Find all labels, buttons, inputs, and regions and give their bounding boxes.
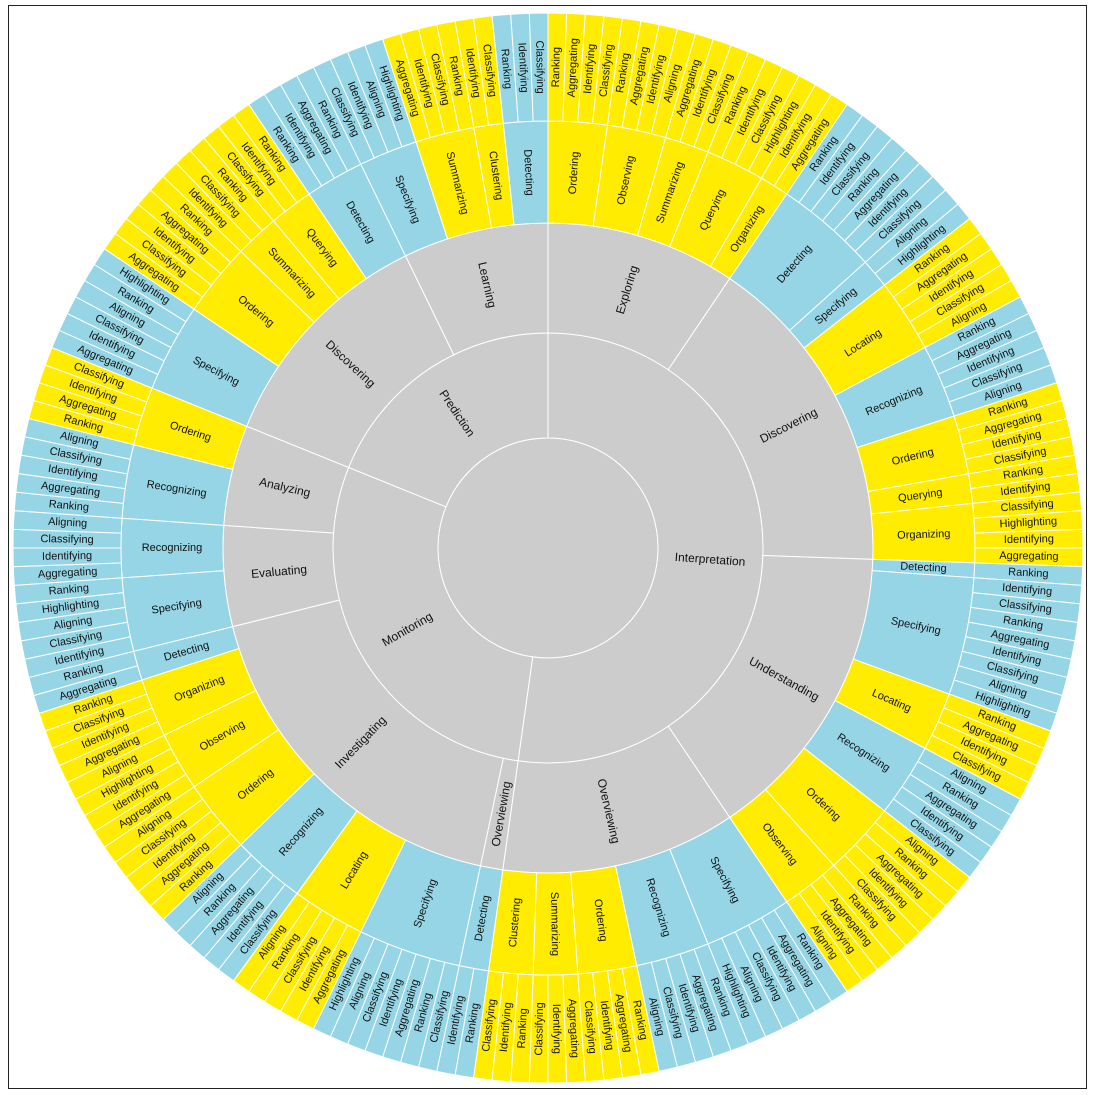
segment-label-identifying: Identifying: [516, 42, 531, 93]
segment-label-classifying: Classifying: [582, 1000, 599, 1054]
segment-label-classifying: Classifying: [533, 40, 546, 93]
segment-label-ranking: Ranking: [48, 498, 89, 513]
sunburst-root: [437, 437, 659, 659]
segment-label-ranking: Ranking: [550, 47, 563, 88]
segment-label-detecting: Detecting: [521, 149, 535, 196]
segment-label-identifying: Identifying: [1002, 582, 1053, 598]
segment-label-identifying: Identifying: [550, 1004, 563, 1054]
segment-label-aggregating: Aggregating: [38, 566, 98, 581]
segment-label-highlighting: Highlighting: [999, 515, 1057, 530]
segment-label-classifying: Classifying: [1000, 498, 1054, 515]
segment-label-organizing: Organizing: [897, 528, 951, 542]
segment-label-identifying: Identifying: [42, 550, 92, 563]
segment-label-ranking: Ranking: [1008, 566, 1049, 580]
segment-label-clustering: Clustering: [507, 897, 523, 947]
segment-label-aggregating: Aggregating: [566, 38, 581, 98]
segment-label-classifying: Classifying: [40, 533, 93, 546]
segment-label-aggregating: Aggregating: [566, 998, 581, 1058]
segment-label-aggregating: Aggregating: [999, 550, 1059, 563]
segment-label-ordering: Ordering: [591, 898, 609, 942]
segment-label-classifying: Classifying: [533, 1002, 546, 1055]
segment-label-ranking: Ranking: [48, 582, 89, 597]
segment-label-ordering: Ordering: [567, 151, 582, 195]
segment-label-identifying: Identifying: [1004, 533, 1054, 546]
segment-label-recognizing: Recognizing: [142, 542, 203, 554]
segment-label-identifying: Identifying: [582, 43, 598, 94]
segment-label-identifying: Identifying: [498, 1002, 514, 1053]
segment-label-aligning: Aligning: [48, 516, 88, 530]
segment-classifying: [528, 12, 549, 122]
segment-label-interpretation: Interpretation: [674, 550, 746, 569]
segment-label-ranking: Ranking: [516, 1008, 530, 1049]
segment-label-detecting: Detecting: [900, 560, 947, 574]
segment-label-summarizing: Summarizing: [548, 892, 561, 956]
segment-label-ranking: Ranking: [498, 48, 513, 89]
segment-label-evaluating: Evaluating: [251, 562, 308, 581]
